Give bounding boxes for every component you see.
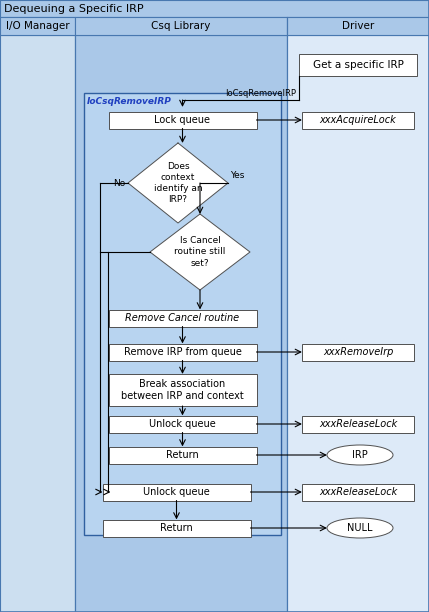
Bar (302, 416, 414, 433)
Text: Is Cancel
routine still
set?: Is Cancel routine still set? (174, 236, 226, 267)
Bar (0, 0, 429, 17)
Bar (302, 111, 414, 129)
Bar (109, 111, 257, 129)
Text: Unlock queue: Unlock queue (149, 419, 216, 429)
Polygon shape (150, 214, 250, 290)
Bar (103, 520, 251, 537)
Text: Remove IRP from queue: Remove IRP from queue (124, 347, 242, 357)
Text: Dequeuing a Specific IRP: Dequeuing a Specific IRP (4, 4, 144, 13)
Text: IoCsqRemoveIRP: IoCsqRemoveIRP (225, 89, 296, 98)
Polygon shape (128, 143, 228, 223)
Text: Break association
between IRP and context: Break association between IRP and contex… (121, 379, 244, 401)
Bar (287, 35, 429, 612)
Bar (302, 343, 414, 360)
Bar (84, 93, 281, 535)
Text: xxxRemoveIrp: xxxRemoveIrp (323, 347, 393, 357)
Text: Remove Cancel routine: Remove Cancel routine (125, 313, 239, 323)
Text: Driver: Driver (342, 21, 374, 31)
Bar (0, 35, 75, 612)
Text: Get a specific IRP: Get a specific IRP (313, 60, 403, 70)
Text: Yes: Yes (230, 171, 245, 179)
Bar (109, 416, 257, 433)
Bar (75, 17, 287, 35)
Text: Unlock queue: Unlock queue (143, 487, 210, 497)
Bar (299, 54, 417, 76)
Text: Return: Return (160, 523, 193, 533)
Text: Does
context
identify an
IRP?: Does context identify an IRP? (154, 162, 202, 204)
Text: Return: Return (166, 450, 199, 460)
Text: NULL: NULL (347, 523, 373, 533)
Text: I/O Manager: I/O Manager (6, 21, 69, 31)
Bar (75, 35, 287, 612)
Text: xxxReleaseLock: xxxReleaseLock (319, 419, 397, 429)
Ellipse shape (327, 518, 393, 538)
Text: No: No (113, 179, 125, 187)
Text: xxxReleaseLock: xxxReleaseLock (319, 487, 397, 497)
Bar (109, 310, 257, 326)
Text: Lock queue: Lock queue (154, 115, 211, 125)
Bar (0, 17, 75, 35)
Text: IoCsqRemoveIRP: IoCsqRemoveIRP (87, 97, 172, 105)
Bar (302, 483, 414, 501)
Ellipse shape (327, 445, 393, 465)
Text: xxxAcquireLock: xxxAcquireLock (320, 115, 396, 125)
Bar (287, 17, 429, 35)
Bar (109, 374, 257, 406)
Bar (109, 447, 257, 463)
Text: IRP: IRP (352, 450, 368, 460)
Bar (103, 483, 251, 501)
Bar (109, 343, 257, 360)
Text: Csq Library: Csq Library (151, 21, 211, 31)
